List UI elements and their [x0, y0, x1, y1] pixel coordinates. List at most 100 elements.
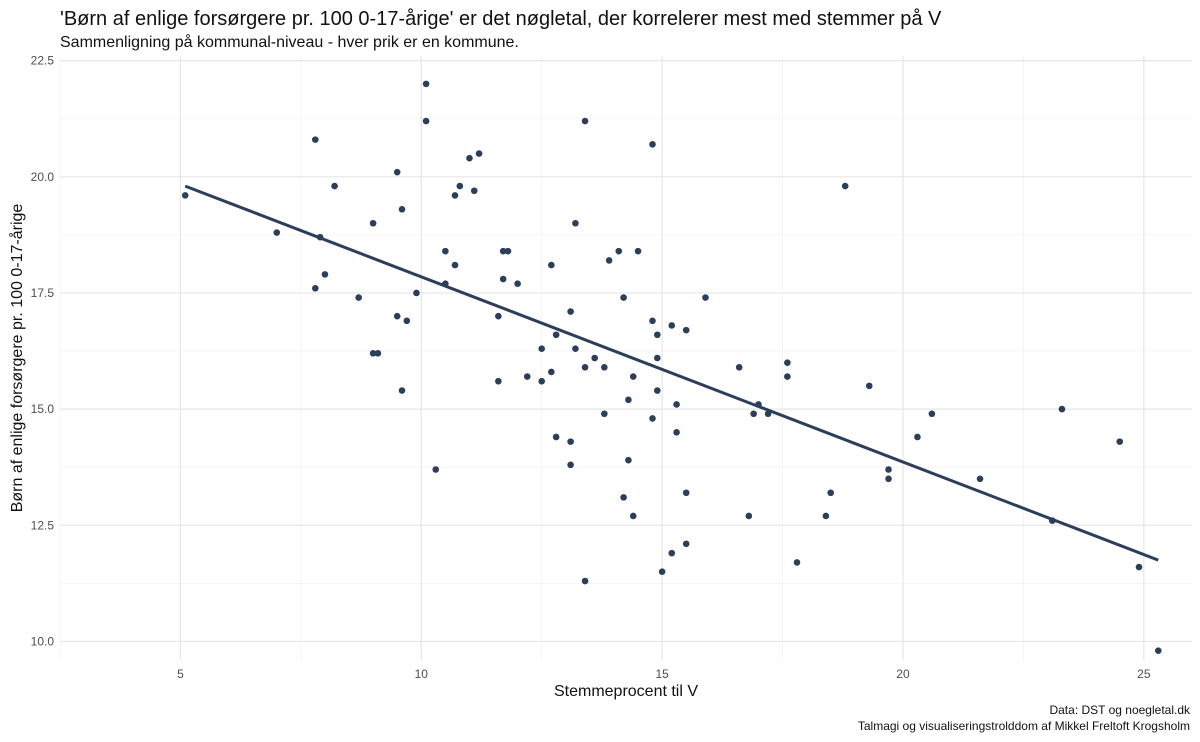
data-point	[654, 387, 661, 394]
y-tick-label: 12.5	[31, 518, 55, 532]
data-points	[181, 80, 1162, 655]
data-point	[393, 168, 401, 176]
data-point	[393, 312, 401, 320]
data-point	[181, 192, 189, 199]
data-point	[668, 549, 676, 557]
data-point	[581, 363, 589, 371]
data-point	[475, 150, 483, 157]
data-point	[620, 294, 627, 301]
data-point	[750, 410, 757, 418]
data-point	[784, 373, 791, 380]
data-point	[784, 359, 791, 366]
data-point	[398, 206, 406, 213]
data-point	[605, 257, 613, 264]
data-point	[1058, 405, 1066, 413]
x-axis-title: Stemmeprocent til V	[554, 683, 698, 700]
data-point	[466, 154, 473, 162]
data-point	[822, 512, 830, 520]
x-tick-label: 5	[177, 667, 184, 681]
data-point	[538, 377, 546, 385]
data-point	[499, 275, 507, 283]
data-point	[504, 247, 512, 255]
data-point	[451, 261, 459, 269]
data-point	[601, 410, 608, 418]
data-point	[316, 233, 324, 241]
data-point	[369, 219, 377, 227]
data-point	[567, 308, 574, 315]
data-point	[548, 368, 555, 376]
data-point	[702, 294, 709, 301]
data-point	[885, 475, 892, 483]
data-point	[442, 280, 449, 287]
data-point	[451, 192, 459, 199]
data-point	[548, 261, 555, 269]
data-point	[654, 331, 661, 339]
data-point	[673, 429, 680, 436]
data-point	[658, 568, 666, 576]
trend-line	[184, 184, 1159, 562]
grid-lines	[59, 56, 1192, 660]
y-tick-label: 22.5	[31, 54, 55, 68]
data-point	[841, 182, 849, 190]
data-point	[572, 219, 579, 227]
data-point	[827, 489, 835, 497]
data-point	[755, 401, 762, 408]
y-tick-label: 10.0	[31, 634, 55, 648]
trend-line-group	[184, 184, 1159, 562]
data-point	[629, 512, 637, 520]
data-point	[914, 433, 921, 441]
data-point	[422, 117, 430, 125]
data-point	[374, 350, 382, 357]
data-point	[682, 489, 690, 497]
data-point	[601, 363, 608, 371]
y-axis-ticks: 10.0 12.5 15.0 17.5 20.0 22.5	[31, 54, 55, 649]
data-point	[321, 271, 329, 278]
x-tick-label: 20	[896, 667, 910, 681]
caption-credit: Talmagi og visualiseringstrolddom af Mik…	[857, 719, 1190, 733]
chart-caption: Data: DST og noegletal.dk Talmagi og vis…	[858, 702, 1190, 734]
data-point	[572, 345, 579, 353]
data-point	[654, 354, 661, 362]
data-point	[499, 247, 507, 255]
data-point	[552, 331, 560, 339]
data-point	[432, 466, 440, 473]
data-point	[735, 363, 743, 371]
data-point	[581, 577, 589, 585]
y-tick-label: 15.0	[31, 402, 55, 416]
y-tick-label: 20.0	[31, 170, 55, 184]
data-point	[514, 280, 521, 287]
data-point	[634, 247, 642, 255]
data-point	[764, 410, 772, 418]
data-point	[1135, 563, 1143, 571]
data-point	[581, 117, 589, 125]
x-tick-label: 10	[415, 667, 429, 681]
data-point	[673, 401, 680, 408]
x-tick-label: 25	[1137, 667, 1151, 681]
data-point	[312, 285, 319, 292]
data-point	[273, 229, 281, 236]
data-point	[865, 382, 873, 390]
data-point	[413, 289, 420, 297]
data-point	[625, 396, 632, 404]
data-point	[793, 559, 801, 566]
data-point	[885, 466, 892, 473]
y-axis-title: Børn af enlige forsørgere pr. 100 0-17-å…	[8, 204, 26, 513]
data-point	[523, 373, 531, 380]
data-point	[1049, 517, 1056, 524]
data-point	[745, 512, 753, 520]
data-point	[668, 322, 676, 329]
x-axis-ticks: 5 10 15 20 25	[177, 667, 1151, 681]
data-point	[495, 377, 502, 385]
data-point	[422, 80, 430, 88]
data-point	[649, 415, 656, 422]
data-point	[355, 294, 362, 301]
data-point	[649, 317, 656, 325]
data-point	[976, 475, 984, 483]
data-point	[567, 461, 574, 469]
data-point	[442, 247, 449, 255]
data-point	[615, 247, 623, 255]
data-point	[538, 345, 546, 353]
data-point	[552, 433, 560, 441]
chart-subtitle: Sammenligning på kommunal-niveau - hver …	[60, 34, 519, 51]
